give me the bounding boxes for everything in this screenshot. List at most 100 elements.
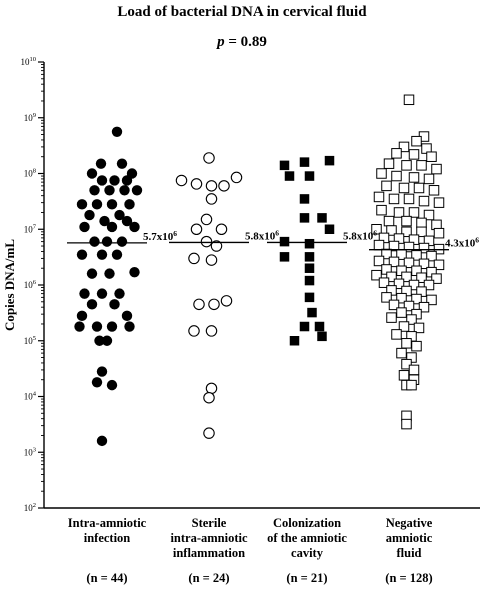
- data-point-open-circle: [208, 298, 220, 311]
- median-mantissa: 5.8x10: [245, 230, 276, 242]
- y-tick-exponent: 8: [33, 168, 36, 175]
- data-point-open-square: [411, 293, 422, 305]
- data-point-open-square: [408, 172, 420, 183]
- data-point-filled-square: [299, 194, 310, 204]
- data-point-open-square: [381, 292, 392, 303]
- data-point-open-square: [401, 418, 412, 430]
- group-n-label: (n = 128): [385, 571, 432, 585]
- data-point-filled-circle: [114, 209, 125, 221]
- data-point-open-square: [386, 312, 397, 323]
- y-tick-base: 10: [24, 447, 34, 457]
- data-point-filled-circle: [114, 288, 125, 299]
- data-point-open-circle: [188, 325, 200, 337]
- data-point-open-square: [401, 271, 412, 283]
- data-point-open-square: [396, 307, 407, 318]
- data-point-filled-circle: [89, 185, 100, 196]
- data-point-open-square: [433, 227, 445, 239]
- data-point-filled-circle: [121, 310, 133, 322]
- data-point-filled-circle: [91, 377, 103, 388]
- data-point-filled-circle: [124, 199, 135, 210]
- data-point-filled-circle: [76, 249, 88, 260]
- category-label: inflammation: [173, 546, 245, 560]
- data-point-open-square: [403, 193, 415, 205]
- data-point-open-square: [391, 329, 402, 340]
- data-point-open-square: [391, 148, 402, 159]
- data-point-open-circle: [190, 178, 203, 190]
- y-tick-label: 104: [24, 391, 37, 402]
- median-label: 4.3x106: [445, 236, 479, 250]
- data-point-filled-circle: [119, 185, 130, 196]
- data-point-filled-square: [289, 336, 300, 346]
- data-point-filled-circle: [96, 249, 108, 260]
- data-point-filled-circle: [96, 366, 108, 377]
- data-point-open-circle: [200, 235, 213, 248]
- data-point-filled-circle: [99, 215, 110, 227]
- data-point-open-square: [431, 273, 442, 284]
- data-point-filled-circle: [76, 199, 88, 210]
- data-point-filled-circle: [96, 288, 108, 299]
- category-label: cavity: [291, 546, 324, 560]
- data-point-open-square: [388, 299, 400, 311]
- data-point-filled-square: [284, 171, 295, 181]
- data-point-filled-circle: [104, 268, 115, 279]
- y-tick-exponent: 7: [33, 223, 37, 230]
- y-tick-base: 10: [24, 392, 34, 402]
- category-label: of the amniotic: [267, 531, 347, 545]
- data-point-filled-circle: [116, 158, 128, 169]
- y-tick-base: 10: [24, 280, 34, 290]
- data-point-open-circle: [218, 180, 230, 192]
- data-point-open-square: [403, 300, 415, 312]
- data-point-open-square: [373, 255, 385, 267]
- y-tick-label: 109: [24, 112, 36, 123]
- data-point-open-square: [398, 141, 410, 153]
- data-point-filled-circle: [111, 249, 123, 260]
- data-point-open-square: [433, 259, 445, 271]
- data-point-filled-square: [279, 160, 290, 171]
- data-point-open-circle: [205, 382, 218, 395]
- median-mantissa: 5.7x10: [143, 231, 174, 243]
- data-point-filled-circle: [79, 288, 90, 299]
- group-n-label: (n = 21): [286, 571, 327, 585]
- data-point-open-square: [423, 209, 435, 221]
- data-point-filled-square: [317, 331, 327, 342]
- category-label: Sterile: [192, 516, 227, 530]
- data-point-open-square: [428, 185, 440, 196]
- chart-title: Load of bacterial DNA in cervical fluid: [117, 4, 367, 20]
- data-point-open-square: [398, 370, 410, 381]
- data-point-filled-square: [324, 224, 335, 234]
- data-point-filled-circle: [96, 435, 108, 447]
- category-label: intra-amniotic: [170, 531, 248, 545]
- data-point-open-square: [373, 191, 385, 203]
- data-point-open-circle: [205, 180, 218, 192]
- data-points: [74, 94, 445, 447]
- data-point-open-circle: [220, 295, 233, 307]
- category-label: infection: [84, 531, 131, 545]
- y-tick-label: 106: [24, 279, 37, 290]
- data-point-filled-square: [279, 252, 290, 262]
- data-point-filled-circle: [84, 209, 95, 221]
- data-point-filled-circle: [86, 299, 98, 310]
- data-point-filled-circle: [74, 321, 85, 332]
- category-label: amniotic: [386, 531, 433, 545]
- data-point-filled-square: [299, 321, 310, 332]
- median-label: 5.7x106: [143, 229, 177, 243]
- category-label: Negative: [386, 516, 433, 530]
- data-point-open-square: [396, 347, 407, 359]
- group-n-label: (n = 24): [188, 571, 229, 585]
- data-point-open-square: [406, 379, 417, 391]
- data-point-open-square: [401, 338, 412, 349]
- data-point-open-square: [371, 269, 382, 281]
- data-point-open-circle: [210, 240, 223, 252]
- data-point-open-square: [416, 160, 427, 171]
- data-point-filled-square: [304, 263, 315, 273]
- data-point-filled-square: [307, 307, 317, 318]
- data-point-filled-circle: [106, 199, 118, 210]
- y-tick-base: 10: [24, 113, 34, 123]
- data-point-open-square: [403, 94, 415, 106]
- data-point-open-square: [386, 225, 397, 236]
- data-point-filled-square: [317, 213, 327, 223]
- y-tick-label: 105: [24, 335, 36, 346]
- y-tick-base: 10: [21, 57, 31, 67]
- data-point-filled-square: [304, 292, 315, 303]
